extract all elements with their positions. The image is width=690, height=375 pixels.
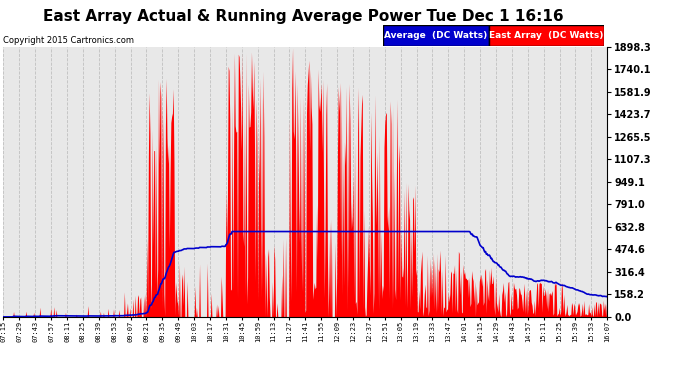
Text: East Array  (DC Watts): East Array (DC Watts) <box>489 31 604 40</box>
FancyBboxPatch shape <box>489 25 604 46</box>
Text: East Array Actual & Running Average Power Tue Dec 1 16:16: East Array Actual & Running Average Powe… <box>43 9 564 24</box>
Text: Average  (DC Watts): Average (DC Watts) <box>384 31 488 40</box>
Text: Copyright 2015 Cartronics.com: Copyright 2015 Cartronics.com <box>3 36 135 45</box>
FancyBboxPatch shape <box>383 25 489 46</box>
